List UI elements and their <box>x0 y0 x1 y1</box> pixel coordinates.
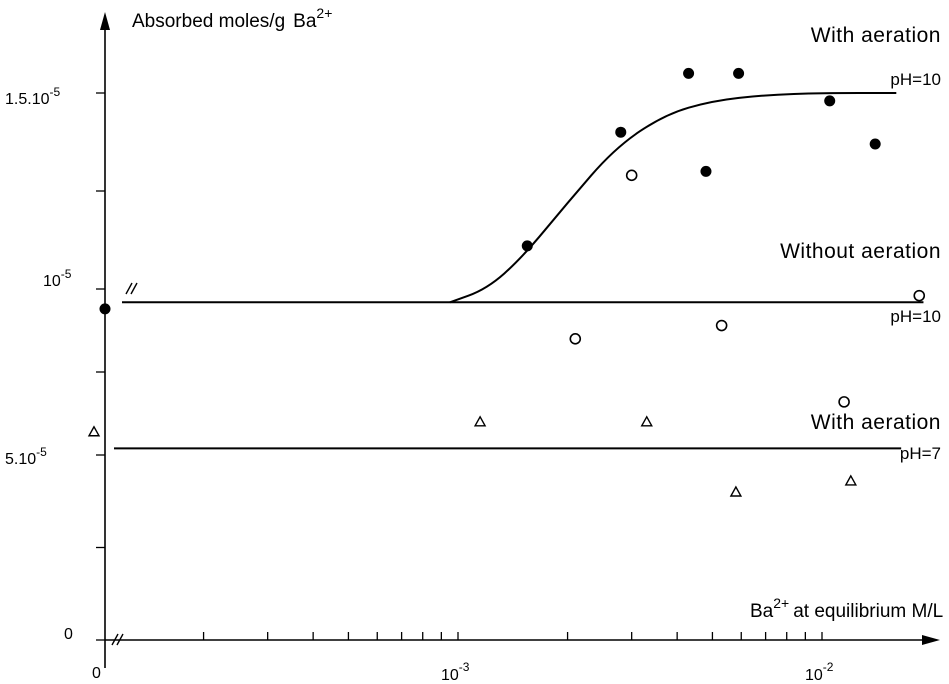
x-minor-ticks <box>202 632 823 640</box>
point-open-circle <box>913 289 926 302</box>
point-filled-circle <box>824 95 836 107</box>
point-filled-circle <box>733 67 745 79</box>
series-label-without-aeration: Without aeration <box>780 240 941 263</box>
series-label-aeration-ph7: With aeration <box>811 411 941 434</box>
x-axis-arrow <box>922 635 940 645</box>
x-tick-label-zero: 0 <box>92 665 101 682</box>
x-axis-label: Ba2+ at equilibrium M/L <box>750 595 943 622</box>
point-filled-circle <box>700 165 712 177</box>
fit-lines <box>114 92 924 450</box>
x-tick-label-1e-2: 10-2 <box>805 660 834 684</box>
x-tick-label-1e-3: 10-3 <box>441 660 470 684</box>
point-open-triangle <box>87 425 101 437</box>
point-open-triangle <box>640 415 653 427</box>
y-minor-ticks <box>96 92 105 641</box>
y-tick-label-15: 1.5.10-5 <box>5 85 60 108</box>
point-open-circle <box>569 332 582 345</box>
point-filled-circle <box>521 240 533 252</box>
point-open-triangle <box>729 485 743 497</box>
point-open-circle <box>715 319 728 332</box>
series-label-aeration-ph10: With aeration <box>811 24 941 47</box>
point-open-circle <box>838 396 850 408</box>
y-axis-arrow <box>100 12 110 30</box>
point-open-triangle <box>473 415 487 427</box>
series-sublabel-without-aeration: pH=10 <box>890 307 941 326</box>
point-filled-circle <box>99 303 111 315</box>
series-sublabel-aeration-ph10: pH=10 <box>890 70 941 89</box>
y-axis-break <box>125 282 138 295</box>
y-tick-label-10: 10-5 <box>43 267 72 290</box>
point-filled-circle <box>869 138 881 150</box>
fit-curve-aeration-ph10 <box>449 92 897 304</box>
point-filled-circle <box>615 126 627 138</box>
data-points <box>87 67 926 497</box>
series-sublabel-aeration-ph7: pH=7 <box>900 444 941 463</box>
y-tick-label-5: 5.10-5 <box>5 445 47 468</box>
point-open-triangle <box>844 474 858 486</box>
y-tick-label-0: 0 <box>64 626 73 643</box>
point-open-circle <box>625 169 638 182</box>
x-axis-break <box>111 633 124 646</box>
point-filled-circle <box>683 67 695 79</box>
y-axis-label: Absorbed moles/g Ba2+ <box>132 5 332 32</box>
